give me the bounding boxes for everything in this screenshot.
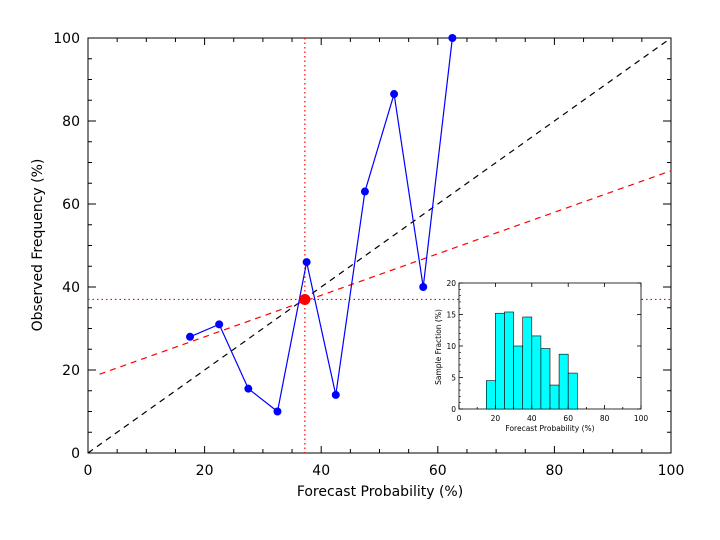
perfect-reliability-line bbox=[87, 37, 672, 454]
reliability-point bbox=[244, 384, 253, 393]
histogram-bar bbox=[558, 353, 569, 410]
histogram-bar bbox=[504, 311, 514, 410]
histogram-bar bbox=[513, 345, 523, 410]
inset-y-tick-label: 10 bbox=[446, 342, 456, 351]
x-tick-label: 80 bbox=[545, 463, 563, 479]
inset-x-tick-label: 0 bbox=[457, 414, 462, 423]
reliability-point bbox=[448, 34, 457, 42]
inset-x-tick-label: 100 bbox=[634, 414, 649, 423]
histogram-bar bbox=[495, 312, 505, 410]
x-tick-label: 100 bbox=[658, 463, 685, 479]
x-axis-title: Forecast Probability (%) bbox=[297, 484, 463, 500]
y-tick-label: 0 bbox=[71, 446, 80, 462]
histogram-bar bbox=[540, 348, 551, 410]
inset-x-tick-label: 40 bbox=[527, 414, 537, 423]
y-tick-label: 80 bbox=[62, 114, 80, 130]
inset-y-tick-label: 0 bbox=[451, 405, 456, 414]
reliability-point bbox=[360, 187, 369, 196]
x-tick-label: 0 bbox=[84, 463, 93, 479]
y-axis-title: Observed Frequency (%) bbox=[30, 159, 46, 332]
y-tick-label: 100 bbox=[53, 31, 80, 47]
reliability-point bbox=[419, 283, 428, 291]
inset-x-tick-label: 60 bbox=[563, 414, 573, 423]
histogram-bar bbox=[485, 380, 496, 410]
y-tick-label: 20 bbox=[62, 363, 80, 379]
reliability-point bbox=[390, 90, 399, 99]
inset-y-axis-title: Sample Fraction (%) bbox=[434, 309, 443, 385]
inset-x-tick-label: 80 bbox=[600, 414, 610, 423]
inset-y-tick-label: 15 bbox=[446, 311, 456, 320]
reliability-point bbox=[215, 320, 224, 329]
x-tick-label: 20 bbox=[196, 463, 214, 479]
reliability-point bbox=[273, 407, 282, 416]
histogram-bar bbox=[567, 372, 578, 410]
histogram-bar bbox=[531, 335, 542, 410]
x-tick-label: 60 bbox=[429, 463, 447, 479]
y-tick-label: 40 bbox=[62, 280, 80, 296]
reliability-point bbox=[186, 332, 195, 341]
inset-y-tick-label: 20 bbox=[446, 279, 456, 288]
inset-y-tick-label: 5 bbox=[451, 374, 456, 383]
histogram-bar bbox=[522, 316, 533, 410]
inset-x-tick-label: 20 bbox=[491, 414, 501, 423]
reliability-point bbox=[302, 258, 311, 267]
x-tick-label: 40 bbox=[312, 463, 330, 479]
y-tick-label: 60 bbox=[62, 197, 80, 213]
sample-fraction-inset: 0 20 40 60 80 100 0 5 10 15 20 bbox=[446, 279, 648, 423]
regression-fit-line bbox=[99, 170, 672, 375]
reliability-point bbox=[331, 390, 340, 399]
climatology-point bbox=[299, 293, 311, 305]
inset-x-axis-title: Forecast Probability (%) bbox=[505, 424, 594, 433]
reliability-curve bbox=[189, 37, 453, 413]
histogram-bar bbox=[549, 384, 560, 410]
